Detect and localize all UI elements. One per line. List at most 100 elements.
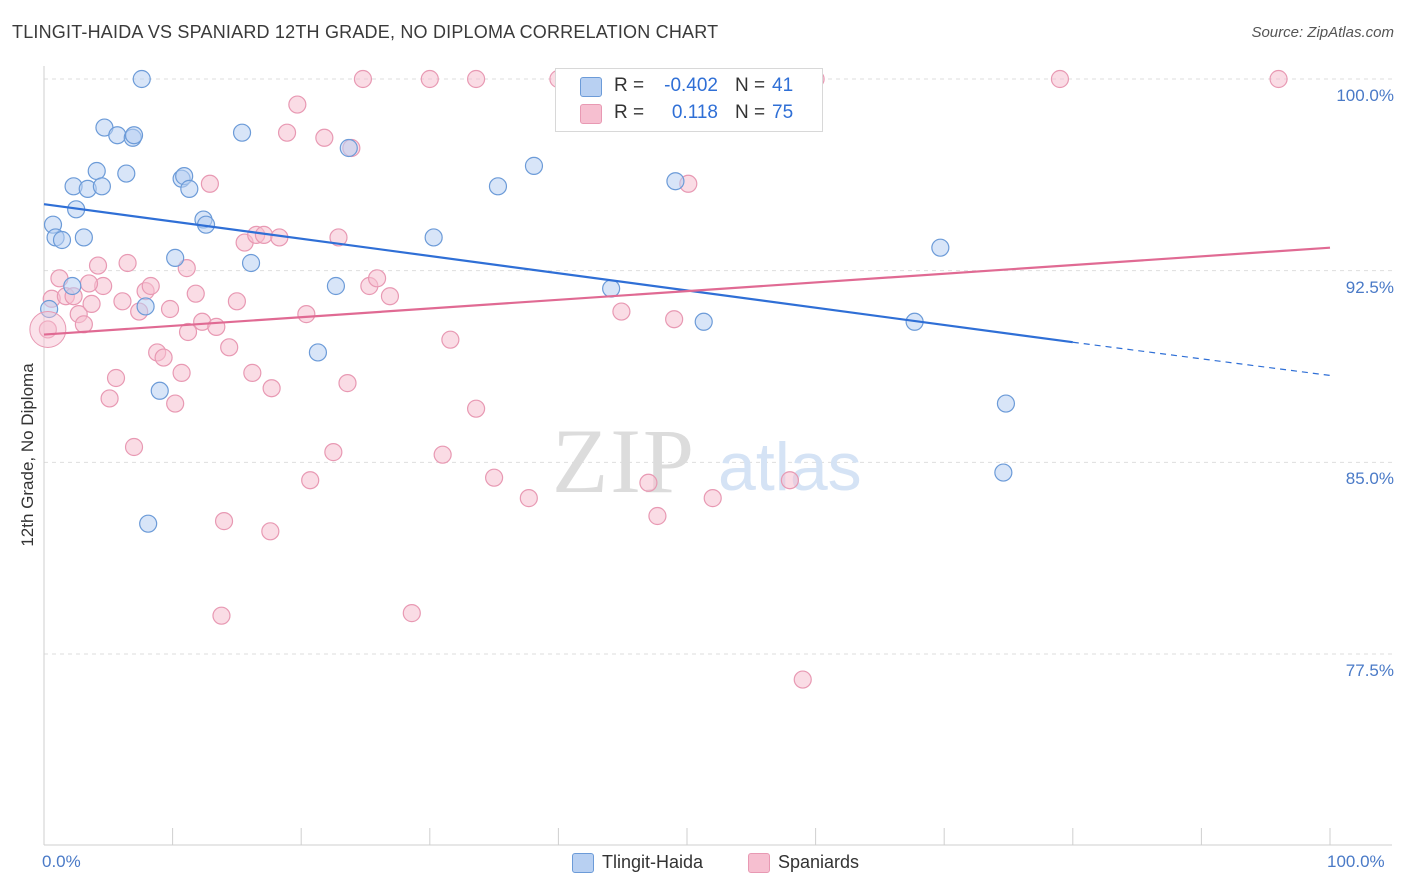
tlingit-haida-point — [424, 228, 443, 247]
tlingit-haida-point — [117, 164, 136, 183]
spaniards-point — [74, 315, 93, 334]
spaniards-point — [212, 606, 231, 625]
y-tick-label: 100.0% — [1336, 86, 1394, 105]
tlingit-haida-point — [180, 179, 199, 198]
tlingit-haida-point — [139, 514, 158, 533]
spaniards-point — [338, 374, 357, 393]
y-axis-label: 12th Grade, No Diploma — [18, 363, 37, 547]
spaniards-point — [420, 69, 439, 89]
spaniards-point — [519, 489, 538, 508]
spaniards-point — [172, 363, 191, 382]
tlingit-haida-point — [994, 463, 1013, 482]
spaniards-point — [79, 274, 99, 293]
tlingit-haida-point — [92, 177, 111, 196]
spaniards-point — [154, 348, 173, 367]
r-label: R = — [614, 75, 645, 96]
tlingit-haida-point — [136, 297, 155, 316]
tlingit-haida-point — [108, 126, 127, 145]
spaniards-point — [186, 284, 205, 303]
spaniards-point — [207, 317, 226, 336]
tlingit-haida-point — [666, 172, 685, 191]
spaniards-point — [178, 322, 198, 342]
spaniards-point — [100, 389, 119, 408]
r-value: -0.402 — [664, 75, 718, 96]
spaniards-point — [166, 394, 185, 413]
spaniards-point — [288, 95, 307, 114]
tlingit-haida-point — [524, 156, 544, 175]
chart-title: TLINGIT-HAIDA VS SPANIARD 12TH GRADE, NO… — [12, 22, 719, 42]
tlingit-haida-point — [52, 230, 72, 250]
spaniards-point — [141, 276, 160, 296]
y-tick-label: 92.5% — [1345, 278, 1394, 297]
spaniards-point — [466, 399, 486, 418]
spaniards-point — [402, 604, 421, 623]
spaniards-point — [1269, 69, 1288, 89]
spaniards-point — [160, 299, 180, 319]
y-tick-label: 77.5% — [1345, 661, 1394, 680]
tlingit-haida-point — [996, 394, 1016, 413]
tlingit-haida-point — [232, 123, 252, 142]
spaniards-point — [261, 522, 280, 541]
n-label: N = — [735, 102, 766, 123]
spaniards-point — [380, 287, 400, 306]
tlingit-haida-point — [694, 312, 713, 331]
spaniards-point — [124, 437, 144, 457]
spaniards-point — [353, 69, 373, 89]
n-value: 75 — [772, 102, 794, 123]
x-tick-label: 100.0% — [1327, 852, 1385, 871]
tlingit-haida-point — [150, 381, 169, 400]
tlingit-haida-point — [63, 276, 82, 296]
n-value: 41 — [772, 75, 794, 96]
x-tick-label: 0.0% — [42, 852, 81, 871]
spaniards-point — [367, 269, 387, 288]
tlingit-haida-point — [132, 69, 151, 89]
y-tick-label: 85.0% — [1345, 469, 1394, 488]
spaniards-swatch — [748, 853, 770, 873]
tlingit-haida-point — [931, 238, 950, 257]
spaniards-point — [88, 256, 108, 275]
tlingit-haida-point — [74, 228, 93, 247]
watermark-zip: ZIP — [552, 410, 696, 512]
spaniards-trend-line — [43, 246, 1331, 336]
spaniards-point — [297, 305, 316, 324]
spaniards-point — [329, 228, 348, 247]
spaniards-point — [106, 368, 126, 388]
tlingit-haida-point — [40, 299, 59, 319]
legend-label: Spaniards — [778, 852, 860, 872]
spaniards-point-large — [29, 310, 67, 348]
spaniards-point — [433, 445, 452, 464]
spaniards-point — [214, 512, 234, 531]
watermark-atlas: atlas — [718, 429, 862, 505]
tlingit-haida-trend-extension — [1072, 341, 1331, 377]
spaniards-point — [301, 471, 320, 490]
spaniards-point — [324, 443, 343, 462]
stats-legend: R = -0.402 N = 41 R = 0.118 N = 75 — [555, 68, 823, 132]
spaniards-point — [227, 292, 246, 311]
spaniards-point — [177, 259, 196, 278]
spaniards-point — [82, 294, 101, 313]
tlingit-haida-point — [488, 177, 508, 196]
spaniards-point — [665, 310, 684, 329]
spaniards-point — [277, 123, 297, 142]
legend-label: Tlingit-Haida — [602, 852, 704, 872]
spaniards-point — [466, 69, 486, 89]
spaniards-point — [1050, 69, 1070, 89]
tlingit-haida-point — [166, 248, 185, 267]
spaniards-point — [315, 128, 334, 147]
source-label: Source: ZipAtlas.com — [1251, 24, 1394, 41]
tlingit-haida-swatch — [572, 853, 594, 873]
tlingit-haida-point — [308, 343, 328, 362]
spaniards-point — [262, 379, 281, 398]
spaniards-point — [780, 471, 799, 490]
n-label: N = — [735, 75, 766, 96]
r-label: R = — [614, 102, 645, 123]
tlingit-haida-trend-line — [43, 203, 1073, 344]
spaniards-point — [200, 174, 219, 193]
spaniards-point — [639, 473, 658, 492]
tlingit-haida-point — [602, 279, 621, 298]
spaniards-point — [243, 363, 262, 382]
tlingit-haida-point — [326, 276, 346, 296]
tlingit-haida-point — [87, 161, 106, 181]
spaniards-point — [220, 338, 239, 357]
